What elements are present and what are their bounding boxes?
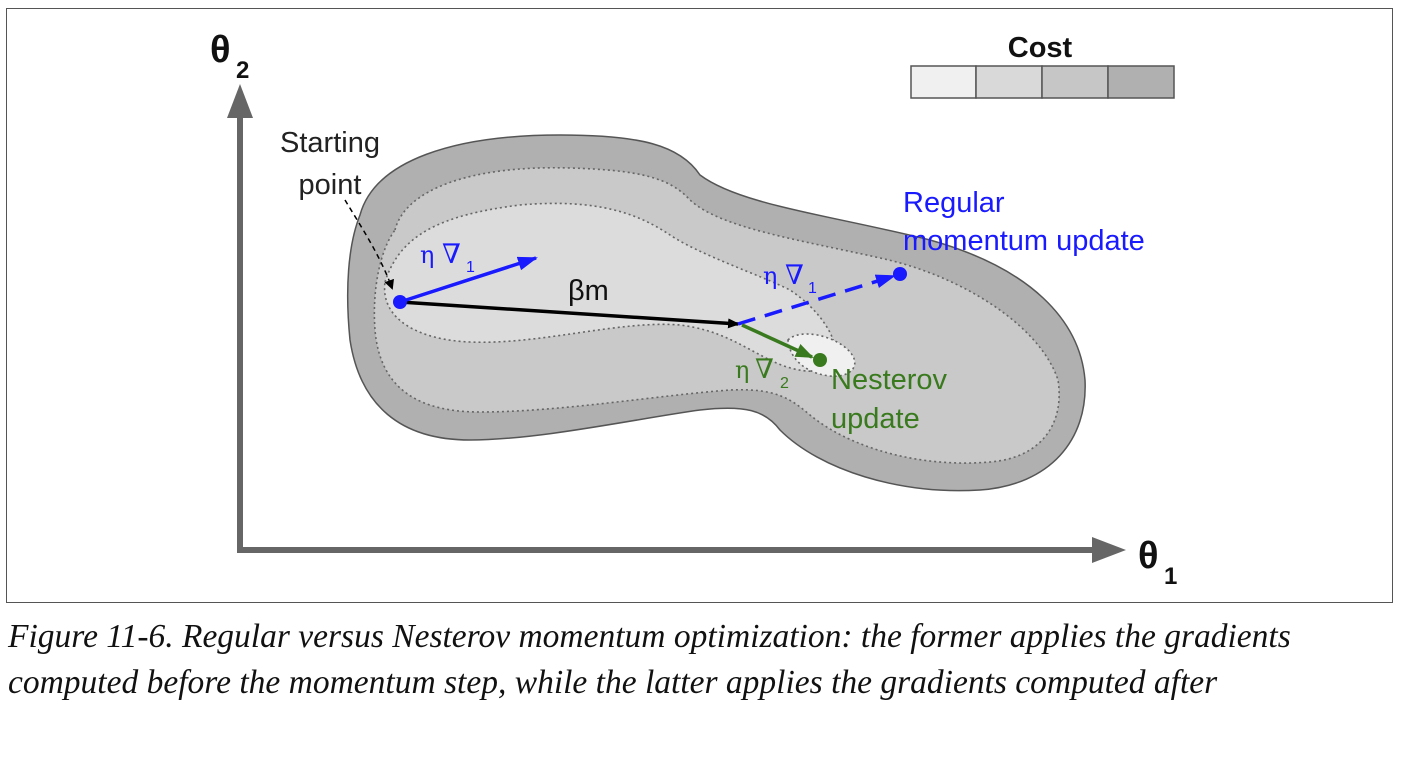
nesterov-gradient-arrow	[741, 323, 814, 359]
starting-point-marker	[393, 295, 407, 309]
y-axis-subscript: 2	[236, 57, 249, 84]
regular-update-point	[893, 267, 907, 281]
x-axis-subscript: 1	[1164, 563, 1177, 590]
y-axis-label: θ	[210, 29, 231, 71]
nesterov-update-point	[813, 353, 827, 367]
starting-point-pointer	[344, 199, 394, 290]
nesterov-update-label-line1: Nesterov	[831, 364, 948, 396]
gradient-1-start-subscript: 1	[466, 259, 475, 276]
gradient-1-start-arrow	[399, 256, 538, 304]
legend-swatch-4	[1107, 65, 1175, 99]
legend-scale	[910, 65, 1175, 99]
y-axis-arrowhead	[227, 84, 253, 118]
starting-point-label-line2: point	[299, 169, 362, 201]
regular-update-label-line1: Regular	[903, 187, 1005, 219]
momentum-label: βm	[568, 275, 609, 307]
legend-swatch-2	[975, 65, 1043, 99]
gradient-1-regular-eta: η	[763, 262, 777, 290]
x-axis-label: θ	[1138, 535, 1159, 577]
momentum-arrow	[399, 300, 740, 329]
gradient-2-nabla: ∇	[755, 354, 774, 385]
gradient-1-regular-subscript: 1	[808, 280, 817, 297]
nesterov-update-label-line2: update	[831, 403, 920, 435]
legend-swatch-1	[910, 65, 977, 99]
legend-title: Cost	[1008, 32, 1073, 64]
gradient-2-subscript: 2	[780, 375, 789, 392]
figure-caption: Figure 11-6. Regular versus Nesterov mom…	[8, 618, 1291, 701]
legend-swatch-3	[1041, 65, 1109, 99]
starting-point-label-line1: Starting	[280, 127, 380, 159]
cost-contour-inner	[383, 202, 837, 372]
x-axis-arrowhead	[1092, 537, 1126, 563]
gradient-1-regular-nabla: ∇	[785, 260, 804, 291]
nesterov-diagram: θ 2 θ 1 Cost Starting point βm η ∇ 1 η ∇…	[210, 29, 1177, 590]
gradient-2-eta: η	[735, 356, 749, 384]
gradient-1-start-nabla: ∇	[442, 239, 461, 270]
regular-update-label-line2: momentum update	[903, 225, 1145, 257]
gradient-1-start-eta: η	[420, 241, 434, 269]
